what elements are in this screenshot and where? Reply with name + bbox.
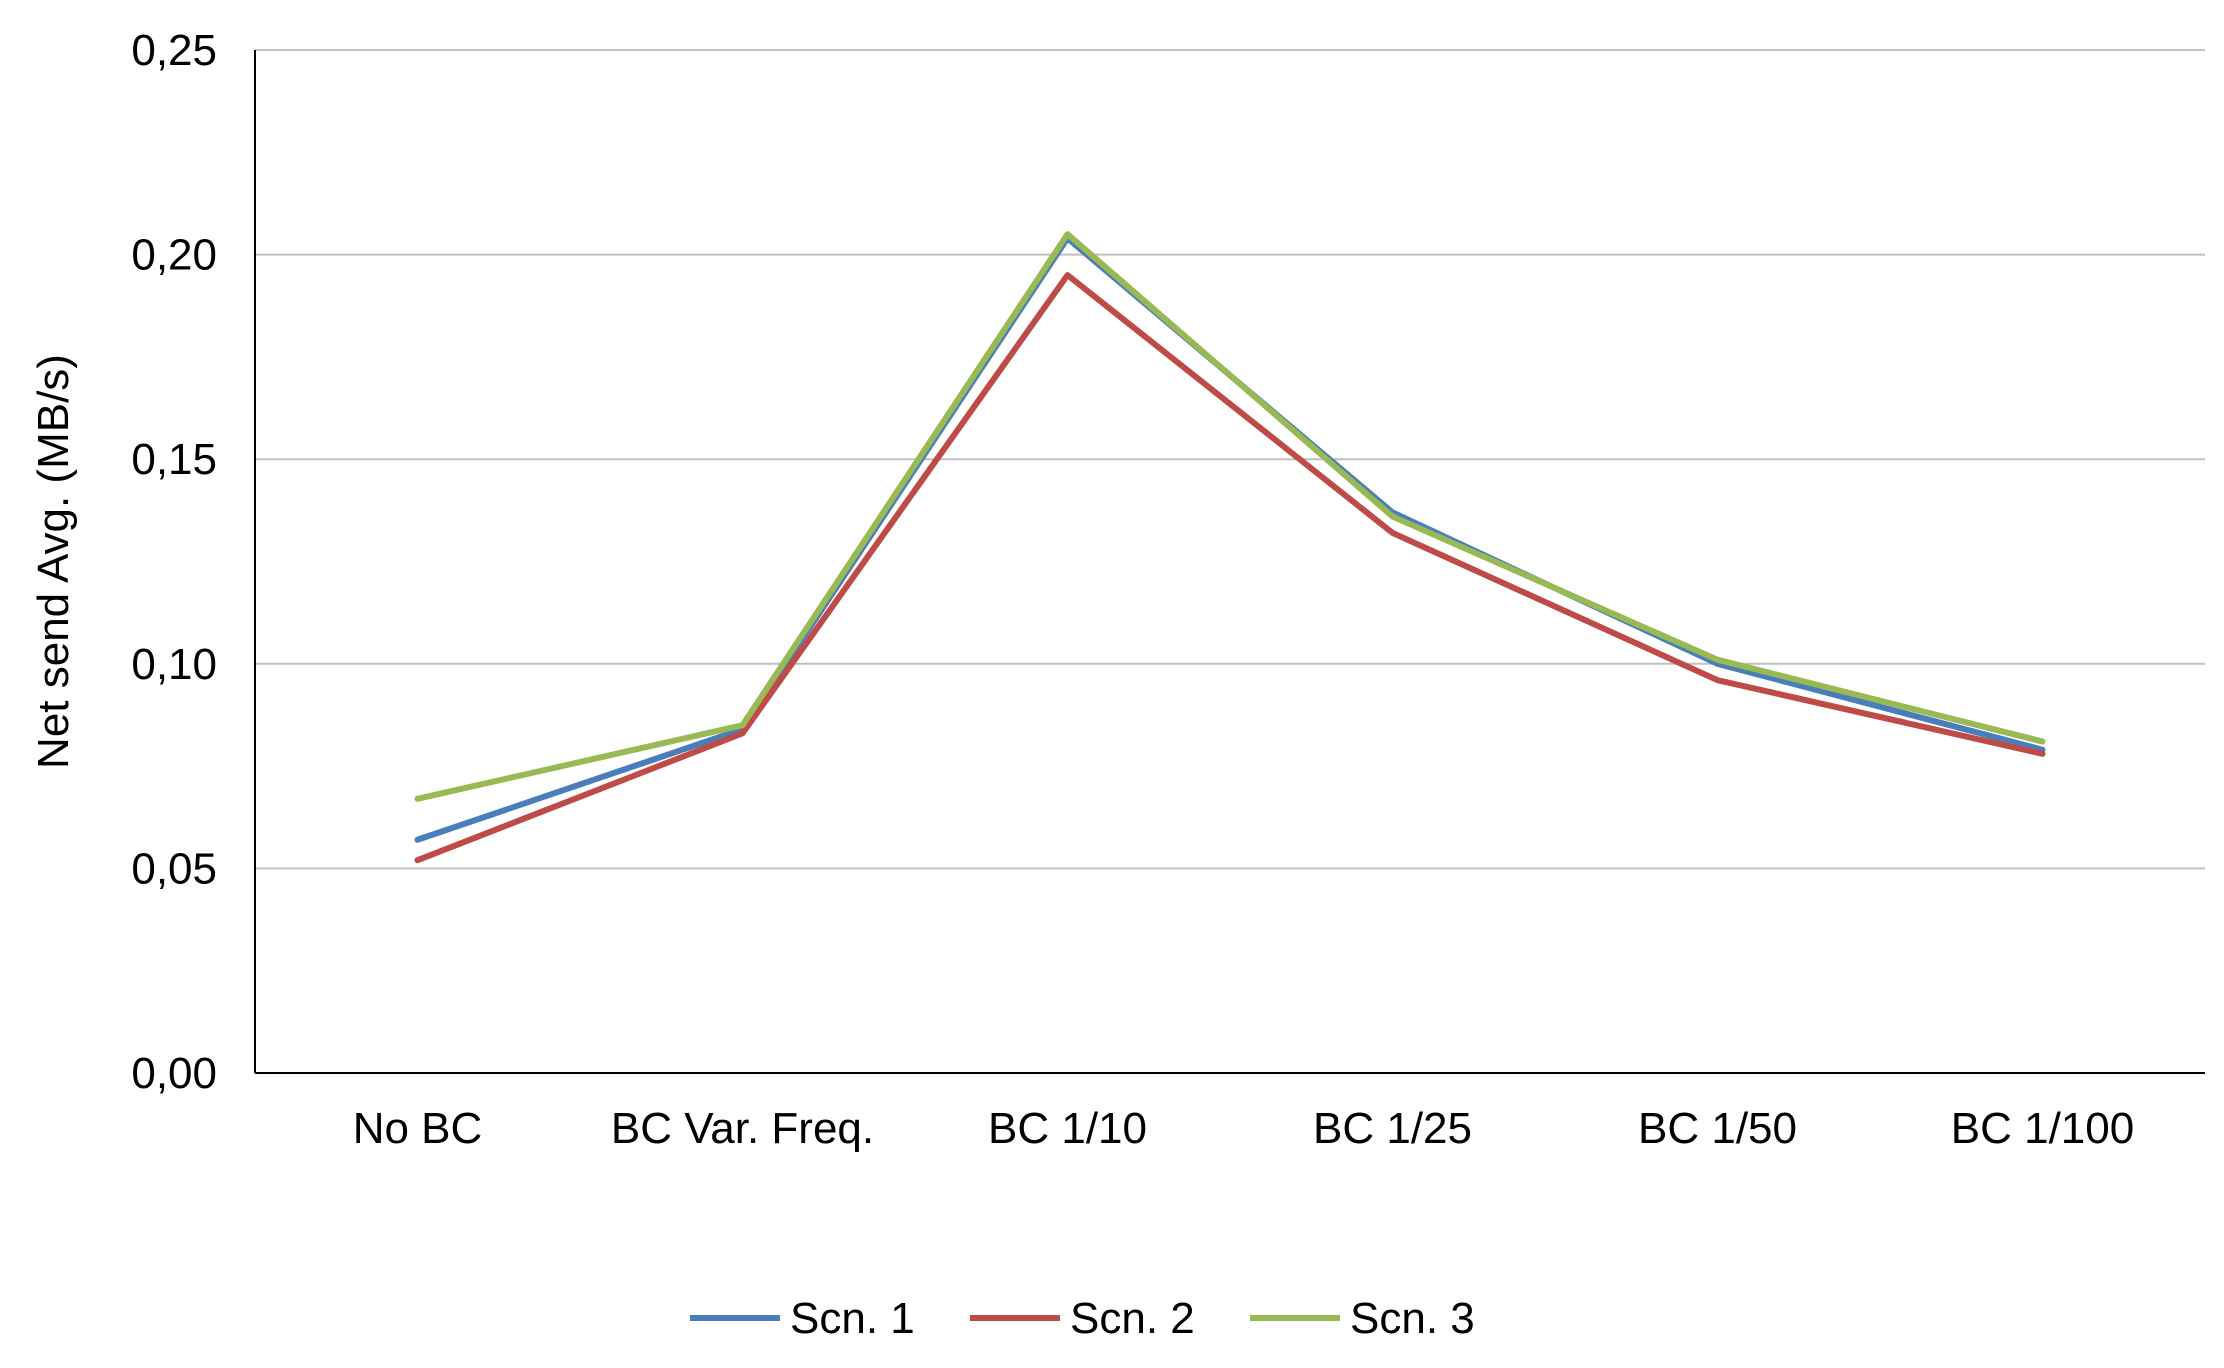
x-tick-label: No BC (353, 1104, 483, 1153)
series-line (414, 235, 2046, 843)
y-axis-title: Net send Avg. (MB/s) (29, 354, 78, 769)
y-tick-labels: 0,00 0,05 0,10 0,15 0,20 0,25 (131, 26, 217, 1098)
legend-label: Scn. 1 (790, 1294, 915, 1343)
series-lines (414, 231, 2046, 864)
x-tick-labels: No BC BC Var. Freq. BC 1/10 BC 1/25 BC 1/50 B… (353, 1104, 2135, 1153)
x-tick-label: BC 1/10 (988, 1104, 1147, 1153)
series-line (414, 272, 2046, 864)
y-tick-label: 0,05 (131, 844, 217, 893)
legend: Scn. 1 Scn. 2 Scn. 3 (690, 1294, 1475, 1343)
y-tick-label: 0,25 (131, 26, 217, 75)
y-tick-label: 0,15 (131, 435, 217, 484)
x-tick-label: BC 1/50 (1638, 1104, 1797, 1153)
y-tick-label: 0,00 (131, 1049, 217, 1098)
axes (254, 50, 2205, 1074)
series-line (414, 231, 2046, 802)
y-tick-label: 0,20 (131, 231, 217, 280)
legend-label: Scn. 3 (1350, 1294, 1475, 1343)
x-tick-label: BC Var. Freq. (611, 1104, 874, 1153)
legend-label: Scn. 2 (1070, 1294, 1195, 1343)
y-tick-label: 0,10 (131, 640, 217, 689)
x-tick-label: BC 1/100 (1951, 1104, 2134, 1153)
gridlines (255, 49, 2205, 870)
x-tick-label: BC 1/25 (1313, 1104, 1472, 1153)
